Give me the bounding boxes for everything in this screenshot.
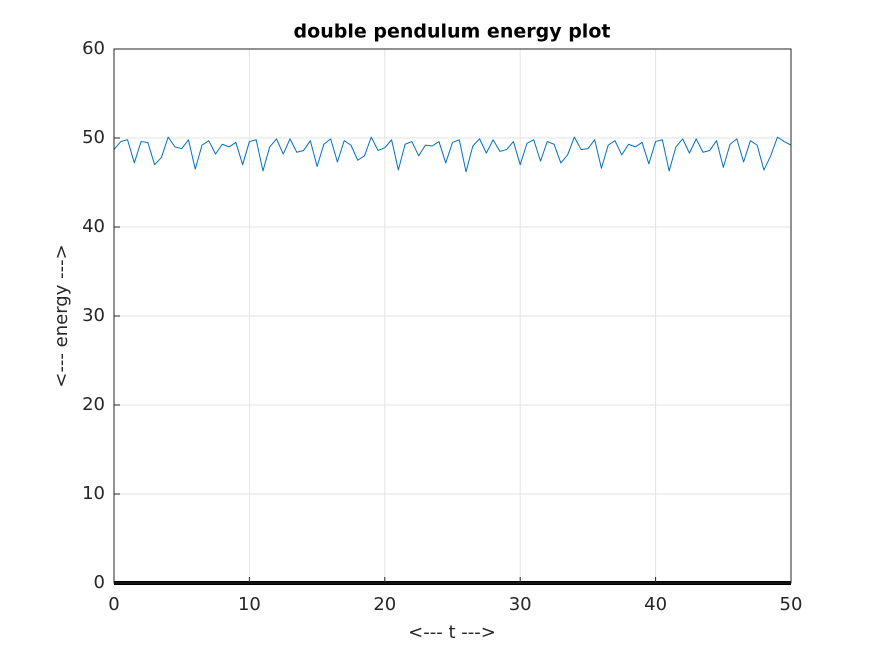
ticks: 0 10 20 30 40 50 0 10 20 30 40 50 60 <box>82 38 802 615</box>
y-axis-label: <--- energy ---> <box>51 244 72 387</box>
y-tick-label: 60 <box>82 38 105 59</box>
y-tick-label: 10 <box>82 483 105 504</box>
chart-title: double pendulum energy plot <box>294 21 611 43</box>
x-tick-label: 50 <box>780 594 803 615</box>
x-tick-label: 20 <box>373 594 396 615</box>
x-tick-label: 30 <box>509 594 532 615</box>
y-tick-label: 40 <box>82 216 105 237</box>
data-line <box>113 136 792 173</box>
x-tick-label: 10 <box>238 594 261 615</box>
y-tick-label: 50 <box>82 127 105 148</box>
y-tick-label: 20 <box>82 394 105 415</box>
x-tick-label: 0 <box>108 594 119 615</box>
x-axis-label: <--- t ---> <box>408 622 496 643</box>
y-tick-label: 0 <box>94 572 105 593</box>
x-tick-label: 40 <box>644 594 667 615</box>
y-tick-label: 30 <box>82 305 105 326</box>
